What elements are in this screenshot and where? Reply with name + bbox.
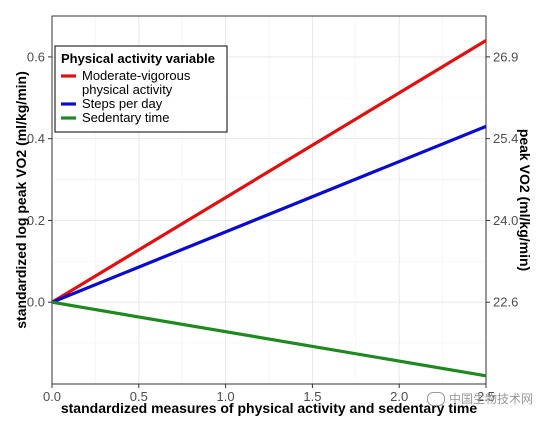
x-tick-label: 1.0 (217, 389, 235, 404)
y-tick-label: 0.0 (27, 295, 45, 310)
y-axis-title: standardized log peak VO2 (ml/kg/min) (13, 71, 29, 329)
y-axis-ticks: 0.0 0.2 0.4 0.6 (27, 49, 52, 310)
x-tick-label: 0.5 (130, 389, 148, 404)
legend-label-1: Steps per day (82, 96, 163, 111)
series-line-2 (51, 300, 487, 378)
series-lines (51, 39, 487, 378)
y-tick-label: 0.4 (27, 131, 45, 146)
y2-tick-label: 25.4 (493, 131, 518, 146)
x-axis-ticks: 0.0 0.5 1.0 1.5 2.0 2.5 (43, 384, 495, 404)
legend-label-2: Sedentary time (82, 110, 169, 125)
wechat-icon (426, 391, 445, 406)
y2-tick-label: 26.9 (493, 49, 518, 64)
legend: Physical activity variable Moderate-vigo… (54, 45, 228, 133)
x-axis-title: standardized measures of physical activi… (61, 400, 477, 416)
y2-axis-title: peak VO2 (ml/kg/min) (517, 129, 533, 271)
watermark: 中国生物技术网 (426, 390, 533, 407)
x-tick-label: 2.5 (477, 389, 495, 404)
y-tick-label: 0.2 (27, 213, 45, 228)
y2-tick-label: 22.6 (493, 295, 518, 310)
x-tick-label: 0.0 (43, 389, 61, 404)
x-tick-label: 2.0 (390, 389, 408, 404)
y2-tick-label: 24.0 (493, 213, 518, 228)
legend-title: Physical activity variable (61, 51, 215, 66)
legend-items: Moderate-vigorous physical activitySteps … (61, 68, 191, 125)
legend-label-0: Moderate-vigorous physical activity (82, 68, 191, 97)
y2-axis-ticks: 22.6 24.0 25.4 26.9 (486, 49, 518, 310)
series-line-0 (51, 39, 487, 304)
plot-panel (51, 15, 487, 385)
legend-box (54, 45, 228, 133)
x-tick-label: 1.5 (303, 389, 321, 404)
y-tick-label: 0.6 (27, 49, 45, 64)
series-line-1 (51, 124, 487, 304)
watermark-text: 中国生物技术网 (448, 392, 533, 406)
